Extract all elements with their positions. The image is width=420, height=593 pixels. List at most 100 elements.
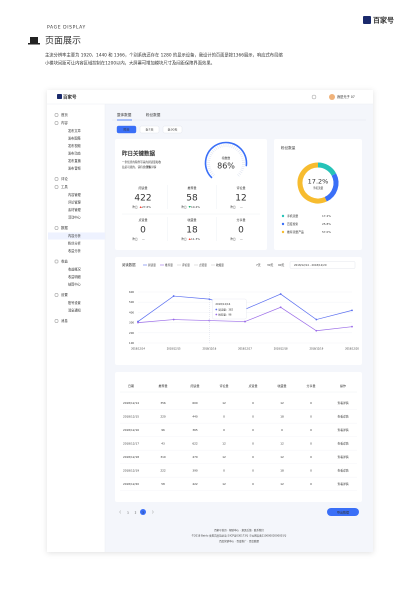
y-tick-label: 600 <box>129 290 134 294</box>
table-cell: 0 <box>252 442 254 446</box>
metric-value: 422 <box>134 194 151 204</box>
metric-value: 18 <box>186 226 198 236</box>
detail-link[interactable]: 查看详情 <box>146 165 157 169</box>
menu-item[interactable]: 收益概况 <box>68 267 82 272</box>
page-number[interactable]: 1 <box>127 510 129 514</box>
menu-item[interactable]: 素材管理 <box>68 207 82 212</box>
gauge-tick <box>239 171 243 174</box>
menu-group[interactable]: 工具 <box>61 184 68 189</box>
metric-compare: 昨日 <box>181 205 187 209</box>
table-header: 日期 <box>128 383 134 388</box>
table-cell: 222 <box>160 469 166 473</box>
table-header: 点赞量 <box>248 383 257 388</box>
table-cell: 356 <box>160 401 166 405</box>
menu-item[interactable]: 评论管理 <box>68 200 82 205</box>
menu-icon <box>54 319 59 323</box>
menu-item[interactable]: 账号设置 <box>68 300 81 305</box>
gauge-tick <box>237 149 241 153</box>
series-point <box>172 295 175 297</box>
metric-value: 0 <box>238 226 244 236</box>
table-cell[interactable]: 查看详情 <box>337 415 348 419</box>
export-button[interactable] <box>327 508 359 516</box>
menu-item[interactable]: 发布直播 <box>68 158 82 163</box>
menu-item[interactable]: 内容管理 <box>68 192 82 197</box>
table-cell[interactable]: 查看详情 <box>337 401 348 405</box>
menu-group[interactable]: 消息 <box>61 318 68 323</box>
prev-arrow[interactable] <box>119 510 122 514</box>
menu-group[interactable]: 收益 <box>61 259 68 264</box>
metric-label: 阅读量 <box>138 185 147 190</box>
table-cell[interactable]: 查看详情 <box>337 482 348 486</box>
x-tick-label: 2018/12/19 <box>309 348 323 351</box>
menu-item[interactable]: 发布视频 <box>68 143 82 148</box>
menu-item[interactable]: 发布动态 <box>68 151 82 156</box>
period-tab[interactable]: 90天 <box>278 263 285 267</box>
table-cell: 12 <box>222 442 226 446</box>
brand-icon <box>363 16 371 24</box>
legend-name: 阅读量 <box>148 263 156 267</box>
date-range[interactable]: 2018/12/14 - 2018/12/20 <box>294 263 327 267</box>
gauge-value-arc <box>204 141 248 179</box>
table-cell[interactable]: 查看详情 <box>337 442 348 446</box>
table-cell: 12 <box>280 442 284 446</box>
gauge-caption: 指数数 <box>222 156 231 160</box>
range-label[interactable]: 昨天 <box>123 127 129 132</box>
next-arrow[interactable] <box>151 510 154 514</box>
menu-group[interactable]: 设置 <box>61 292 68 297</box>
gauge-tick <box>207 165 211 168</box>
gauge-tick <box>229 144 231 148</box>
menu-group[interactable]: 内容 <box>61 120 68 125</box>
table-cell: 365 <box>192 428 198 432</box>
menu-item[interactable]: 活动中心 <box>68 215 82 220</box>
table-cell: 0 <box>310 401 312 405</box>
menu-item[interactable]: 粉丝分析 <box>68 241 82 246</box>
menu-item[interactable]: 内容分析 <box>68 233 82 238</box>
page-number[interactable]: 2 <box>135 510 137 514</box>
y-tick-label: 500 <box>129 300 134 304</box>
table-cell[interactable]: 查看详情 <box>337 455 348 459</box>
menu-item[interactable]: 收益分析 <box>68 248 82 253</box>
range-button[interactable] <box>116 125 137 134</box>
menu-item[interactable]: 发布文章 <box>68 128 82 133</box>
period-tab[interactable]: 30天 <box>267 263 274 267</box>
user-name[interactable]: 我是光子 07 <box>337 94 355 99</box>
gauge-tick <box>236 148 239 152</box>
menu-item[interactable]: 结算中心 <box>68 282 82 287</box>
range-label[interactable]: 近7天 <box>146 127 154 132</box>
page-number[interactable]: 3 <box>142 510 144 514</box>
series-point <box>279 293 282 295</box>
table-header: 分享量 <box>306 383 315 388</box>
range-button[interactable] <box>139 125 160 134</box>
menu-icon <box>54 177 59 181</box>
bell-icon[interactable] <box>311 94 317 100</box>
avatar[interactable] <box>329 94 335 100</box>
table-cell: 58 <box>161 482 165 486</box>
menu-item[interactable]: 消息通知 <box>68 308 81 313</box>
tab[interactable]: 粉丝数据 <box>146 112 161 117</box>
date-range-box[interactable] <box>289 261 356 269</box>
menu-group[interactable]: 数据 <box>61 225 68 230</box>
period-tab[interactable]: 7天 <box>256 263 261 267</box>
table-cell: 0 <box>281 428 283 432</box>
metric-label: 收藏量 <box>187 217 196 222</box>
description-line: 小模块间距可让内容区域控制在1200以内，大屏幕可增加模块尺寸及间距保障界面效果… <box>45 60 215 67</box>
menu-item[interactable]: 发布音频 <box>68 166 82 171</box>
table-cell: 0 <box>223 415 225 419</box>
range-button[interactable] <box>162 125 183 134</box>
menu-item[interactable]: 收益明细 <box>68 274 81 279</box>
legend-name: 评论量 <box>182 263 190 267</box>
gauge-tick <box>207 157 211 159</box>
menu-item[interactable]: 发布图集 <box>68 136 82 141</box>
tab[interactable]: 整体数据 <box>117 112 132 117</box>
metric-compare: 昨日 <box>181 237 187 241</box>
menu-group[interactable]: 首页 <box>61 112 68 117</box>
range-label[interactable]: 近30天 <box>168 127 178 132</box>
table-cell[interactable]: 查看详情 <box>337 428 348 432</box>
export-label[interactable]: 导出数据 <box>337 509 349 514</box>
metric-change: — <box>142 237 145 241</box>
card <box>115 139 267 250</box>
table-cell[interactable]: 查看详情 <box>337 469 348 473</box>
eyebrow: PAGE DISPLAY <box>47 25 86 31</box>
menu-group[interactable]: 评论 <box>61 176 68 181</box>
gauge-tick <box>241 165 245 168</box>
